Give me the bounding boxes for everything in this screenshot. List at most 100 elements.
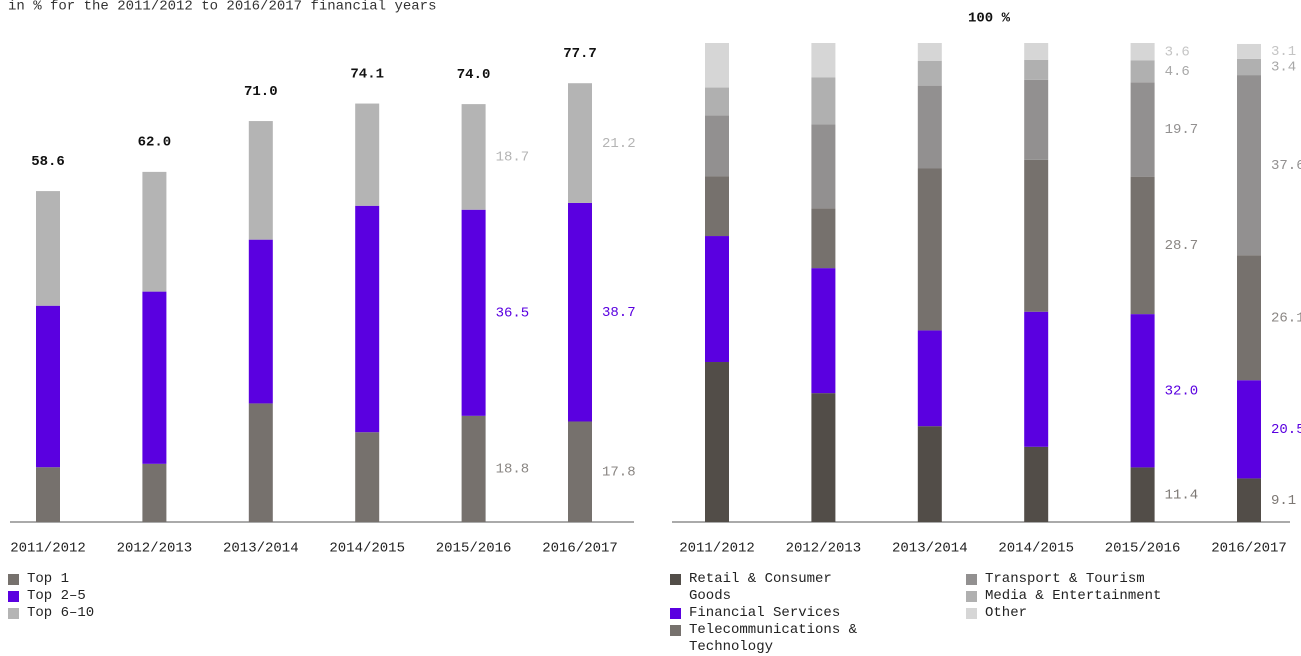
bar-segment xyxy=(1237,255,1261,381)
legend-swatch xyxy=(670,574,681,585)
value-label: 19.7 xyxy=(1165,122,1199,138)
legend-item: Transport & Tourism xyxy=(966,571,1175,588)
bar-segment xyxy=(705,115,729,177)
bar-segment xyxy=(811,393,836,522)
value-label: 18.7 xyxy=(496,150,530,166)
bar-segment xyxy=(36,467,60,522)
x-tick-label: 2011/2012 xyxy=(679,541,755,557)
legend-item: Telecommunications & Technology xyxy=(670,622,879,656)
bar-segment xyxy=(248,121,273,240)
bar-segment xyxy=(142,291,167,464)
bar-segment xyxy=(248,239,273,404)
legend-swatch xyxy=(8,591,19,602)
value-label: 26.1 xyxy=(1271,310,1301,326)
chart-subtitle: in % for the 2011/2012 to 2016/2017 fina… xyxy=(8,0,436,15)
value-label: 20.5 xyxy=(1271,422,1301,438)
value-label: 4.6 xyxy=(1165,64,1190,80)
bar-segment xyxy=(568,202,592,422)
legend: Retail & Consumer Goods Financial Service… xyxy=(670,571,879,656)
bar-segment xyxy=(1024,59,1049,80)
bar-segment xyxy=(917,43,942,61)
bar-segment xyxy=(811,77,836,125)
total-label: 74.1 xyxy=(350,66,384,82)
value-label: 3.1 xyxy=(1271,44,1296,60)
legend-swatch xyxy=(670,608,681,619)
bar-segment xyxy=(142,171,167,292)
legend-item: Top 2–5 xyxy=(8,588,232,605)
value-label: 9.1 xyxy=(1271,493,1296,509)
legend-label: Top 1 xyxy=(27,571,70,587)
bar-segment xyxy=(917,426,942,522)
bar-segment xyxy=(36,305,60,468)
bar-segment xyxy=(917,330,942,427)
total-label: 100 % xyxy=(968,11,1011,27)
legend-label: Top 6–10 xyxy=(27,605,95,621)
total-label: 62.0 xyxy=(138,135,172,151)
x-tick-label: 2014/2015 xyxy=(998,541,1074,557)
bar-segment xyxy=(1237,478,1261,522)
bar-segment xyxy=(705,87,729,116)
legend-label: Transport & Tourism xyxy=(985,571,1145,587)
legend: Top 1 Top 2–5 Top 6–10 xyxy=(8,571,232,622)
bar-segment xyxy=(142,463,167,522)
bar-segment xyxy=(355,205,380,433)
bar-segment xyxy=(355,103,380,206)
legend-item: Retail & Consumer Goods xyxy=(670,571,879,605)
legend-item: Media & Entertainment xyxy=(966,588,1175,605)
legend: Transport & Tourism Media & Entertainment… xyxy=(966,571,1175,622)
value-label: 32.0 xyxy=(1165,383,1199,399)
bar-segment xyxy=(917,168,942,331)
value-label: 36.5 xyxy=(496,305,530,321)
legend-swatch xyxy=(8,608,19,619)
x-tick-label: 2013/2014 xyxy=(223,541,299,557)
x-tick-label: 2016/2017 xyxy=(542,541,618,557)
bar-segment xyxy=(461,104,486,210)
value-label: 38.7 xyxy=(602,305,636,321)
legend-swatch xyxy=(966,608,977,619)
legend-label: Retail & Consumer Goods xyxy=(689,571,832,604)
bar-segment xyxy=(811,208,836,269)
total-label: 58.6 xyxy=(31,154,65,170)
bar-segment xyxy=(1024,43,1049,60)
bar-segment xyxy=(917,60,942,86)
value-label: 21.2 xyxy=(602,136,636,152)
bar-segment xyxy=(355,432,380,522)
legend-swatch xyxy=(8,574,19,585)
x-tick-label: 2011/2012 xyxy=(10,541,86,557)
legend-swatch xyxy=(966,574,977,585)
bar-segment xyxy=(1237,58,1261,76)
x-tick-label: 2015/2016 xyxy=(1105,541,1181,557)
bar-segment xyxy=(1130,467,1155,522)
bar-segment xyxy=(568,421,592,522)
bar-segment xyxy=(1024,446,1049,522)
total-label: 74.0 xyxy=(457,67,491,83)
value-label: 18.8 xyxy=(496,462,530,478)
x-tick-label: 2016/2017 xyxy=(1211,541,1287,557)
bar-segment xyxy=(811,43,836,78)
legend-label: Other xyxy=(985,605,1028,621)
bar-segment xyxy=(811,268,836,394)
total-label: 77.7 xyxy=(563,46,597,62)
bar-segment xyxy=(705,236,729,363)
legend-label: Financial Services xyxy=(689,605,841,621)
bar-segment xyxy=(1237,75,1261,256)
bar-segment xyxy=(568,83,592,203)
value-label: 3.4 xyxy=(1271,60,1296,76)
x-tick-label: 2013/2014 xyxy=(892,541,968,557)
legend-label: Telecommunications & Technology xyxy=(689,622,858,655)
value-label: 28.7 xyxy=(1165,238,1199,254)
x-tick-label: 2012/2013 xyxy=(786,541,862,557)
bar-segment xyxy=(705,362,729,522)
value-label: 37.6 xyxy=(1271,158,1301,174)
bar-segment xyxy=(1130,82,1155,177)
legend-swatch xyxy=(966,591,977,602)
legend-item: Top 6–10 xyxy=(8,605,232,622)
legend-item: Other xyxy=(966,605,1175,622)
x-tick-label: 2014/2015 xyxy=(329,541,405,557)
bar-segment xyxy=(1024,159,1049,312)
legend-item: Top 1 xyxy=(8,571,232,588)
bar-segment xyxy=(1237,43,1261,59)
value-label: 17.8 xyxy=(602,464,636,480)
